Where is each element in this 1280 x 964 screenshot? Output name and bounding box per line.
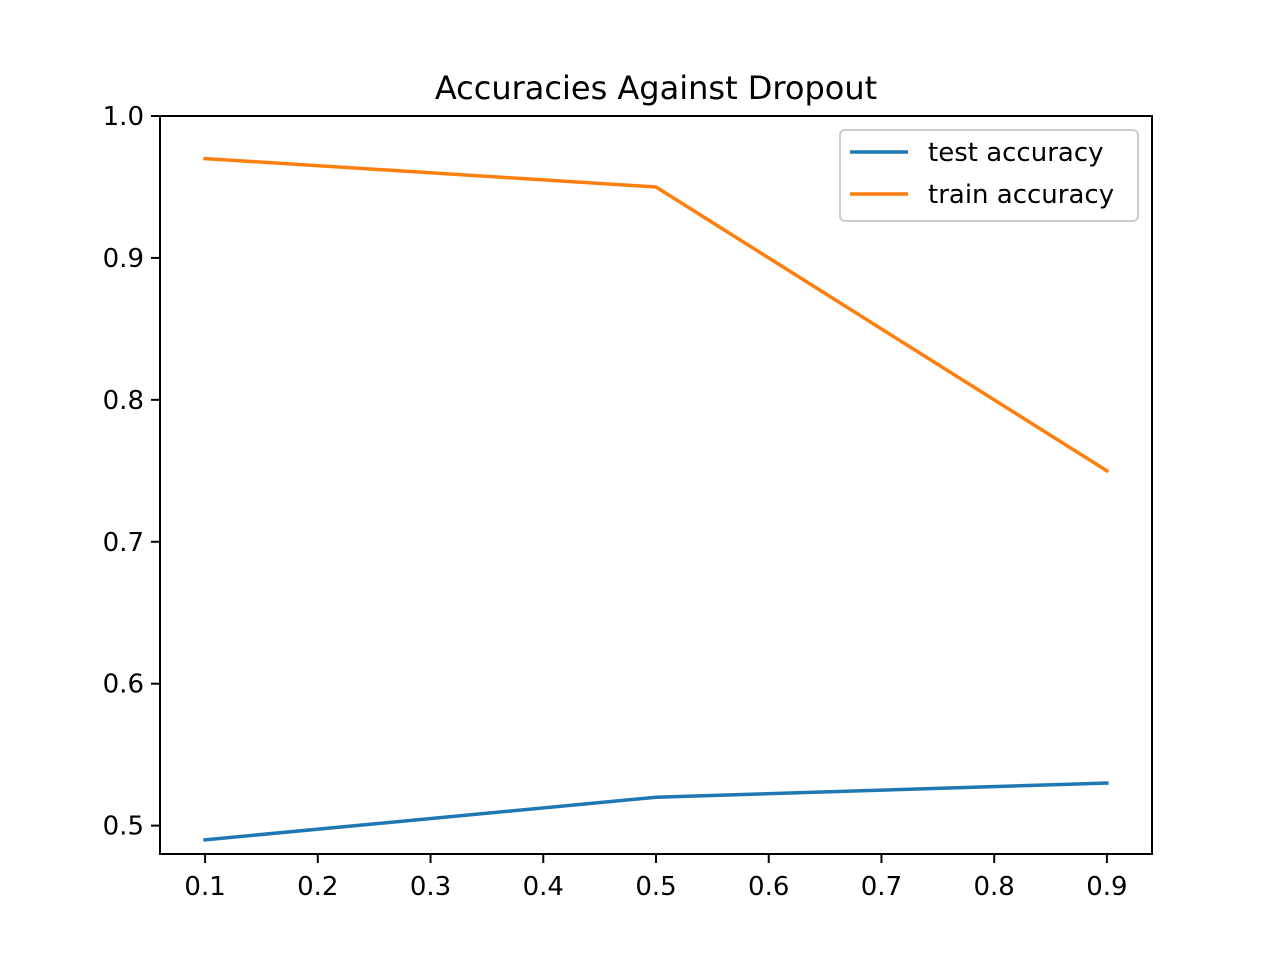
series-layer <box>203 156 1110 842</box>
x-tick-label: 0.8 <box>974 872 1015 902</box>
y-axis: 0.5 0.6 0.7 0.8 0.9 1.0 <box>103 102 160 842</box>
legend-box <box>839 129 1139 222</box>
y-tick-label: 0.8 <box>103 386 144 416</box>
series-line-1 <box>203 156 1110 474</box>
legend: test accuracy train accuracy <box>839 129 1139 222</box>
y-tick-label: 0.7 <box>103 528 144 558</box>
y-tick-label: 0.5 <box>103 812 144 842</box>
x-tick-label: 0.3 <box>410 872 451 902</box>
y-tick-label: 0.9 <box>103 244 144 274</box>
legend-label-1: train accuracy <box>928 180 1114 210</box>
series-line-0 <box>203 781 1109 842</box>
legend-label-0: test accuracy <box>928 138 1104 168</box>
x-tick-label: 0.2 <box>297 872 338 902</box>
y-tick-label: 0.6 <box>103 670 144 700</box>
x-tick-label: 0.5 <box>635 872 676 902</box>
x-tick-label: 0.9 <box>1086 872 1127 902</box>
plot-frame <box>159 115 1153 855</box>
x-axis: 0.1 0.2 0.3 0.4 0.5 0.6 0.7 0.8 0.9 <box>184 854 1128 902</box>
x-tick-label: 0.6 <box>748 872 789 902</box>
y-tick-label: 1.0 <box>103 102 144 132</box>
x-tick-label: 0.4 <box>523 872 564 902</box>
x-tick-label: 0.1 <box>184 872 225 902</box>
chart-title: Accuracies Against Dropout <box>435 69 877 107</box>
x-tick-label: 0.7 <box>861 872 902 902</box>
